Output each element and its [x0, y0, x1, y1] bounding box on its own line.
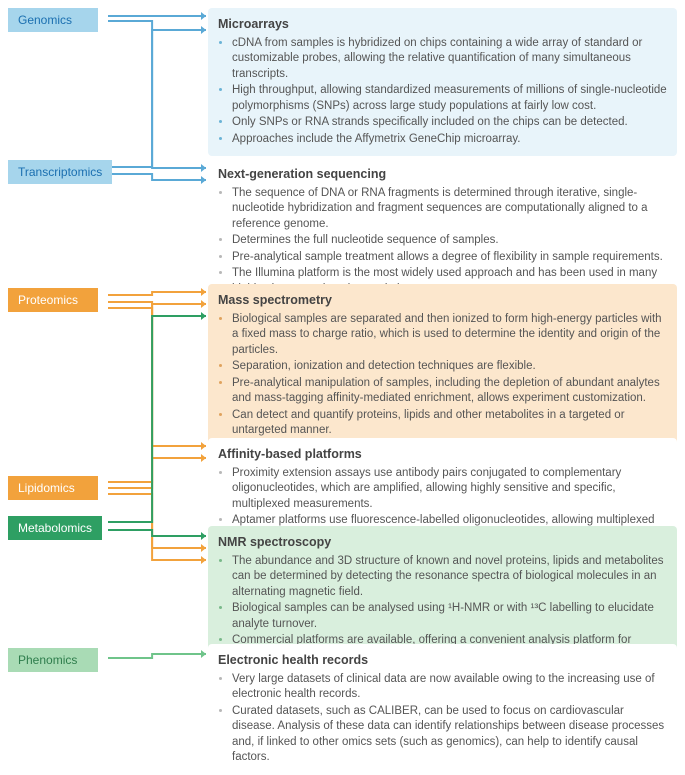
bullet-item: Can detect and quantify proteins, lipids… [232, 408, 667, 439]
bullet-item: High throughput, allowing standardized m… [232, 83, 667, 114]
arrowhead-icon [201, 176, 206, 184]
connector-line [108, 304, 206, 482]
arrowhead-icon [201, 288, 206, 296]
omics-tag-genomics: Genomics [8, 8, 98, 32]
connector-line [108, 21, 206, 168]
connector-line [108, 494, 206, 560]
omics-tag-phenomics: Phenomics [8, 648, 98, 672]
connector-line [108, 654, 206, 658]
arrowhead-icon [201, 650, 206, 658]
panel-title: Affinity-based platforms [218, 446, 667, 463]
panel-title: Electronic health records [218, 652, 667, 669]
arrowhead-icon [201, 532, 206, 540]
bullet-item: The sequence of DNA or RNA fragments is … [232, 186, 667, 233]
panel-bullets: Very large datasets of clinical data are… [218, 672, 667, 766]
panel-ehr: Electronic health records Very large data… [208, 644, 677, 775]
bullet-item: Only SNPs or RNA strands specifically in… [232, 115, 667, 131]
bullet-item: Proximity extension assays use antibody … [232, 466, 667, 513]
connector-line [108, 174, 206, 180]
arrowhead-icon [201, 454, 206, 462]
arrowhead-icon [201, 544, 206, 552]
omics-tag-metabolomics: Metabolomics [8, 516, 102, 540]
bullet-item: Curated datasets, such as CALIBER, can b… [232, 704, 667, 766]
bullet-item: The abundance and 3D structure of known … [232, 554, 667, 601]
connector-line [108, 458, 206, 488]
bullet-item: Biological samples are separated and the… [232, 312, 667, 359]
panel-title: NMR spectroscopy [218, 534, 667, 551]
omics-tag-transcriptomics: Transcriptomics [8, 160, 112, 184]
omics-tag-proteomics: Proteomics [8, 288, 98, 312]
arrowhead-icon [201, 312, 206, 320]
connector-line [108, 308, 206, 548]
connector-line [108, 316, 206, 522]
panel-title: Microarrays [218, 16, 667, 33]
bullet-item: Pre-analytical sample treatment allows a… [232, 250, 667, 266]
arrowhead-icon [201, 164, 206, 172]
panel-title: Next-generation sequencing [218, 166, 667, 183]
diagram-container: Genomics Transcriptomics Proteomics Lipidom… [8, 8, 677, 738]
arrowhead-icon [201, 12, 206, 20]
arrowhead-icon [201, 300, 206, 308]
bullet-item: Very large datasets of clinical data are… [232, 672, 667, 703]
connector-line [108, 292, 206, 295]
arrowhead-icon [201, 556, 206, 564]
panel-bullets: cDNA from samples is hybridized on chips… [218, 36, 667, 148]
connector-line [108, 530, 206, 536]
connector-line [108, 30, 206, 167]
panel-bullets: The sequence of DNA or RNA fragments is … [218, 186, 667, 298]
omics-tag-lipidomics: Lipidomics [8, 476, 98, 500]
bullet-item: Approaches include the Affymetrix GeneCh… [232, 132, 667, 148]
arrowhead-icon [201, 442, 206, 450]
panel-microarrays: Microarrays cDNA from samples is hybridiz… [208, 8, 677, 156]
bullet-item: Separation, ionization and detection tec… [232, 359, 667, 375]
bullet-item: Determines the full nucleotide sequence … [232, 233, 667, 249]
bullet-item: Biological samples can be analysed using… [232, 601, 667, 632]
bullet-item: cDNA from samples is hybridized on chips… [232, 36, 667, 83]
arrowhead-icon [201, 26, 206, 34]
bullet-item: Pre-analytical manipulation of samples, … [232, 376, 667, 407]
connector-line [108, 302, 206, 446]
panel-title: Mass spectrometry [218, 292, 667, 309]
